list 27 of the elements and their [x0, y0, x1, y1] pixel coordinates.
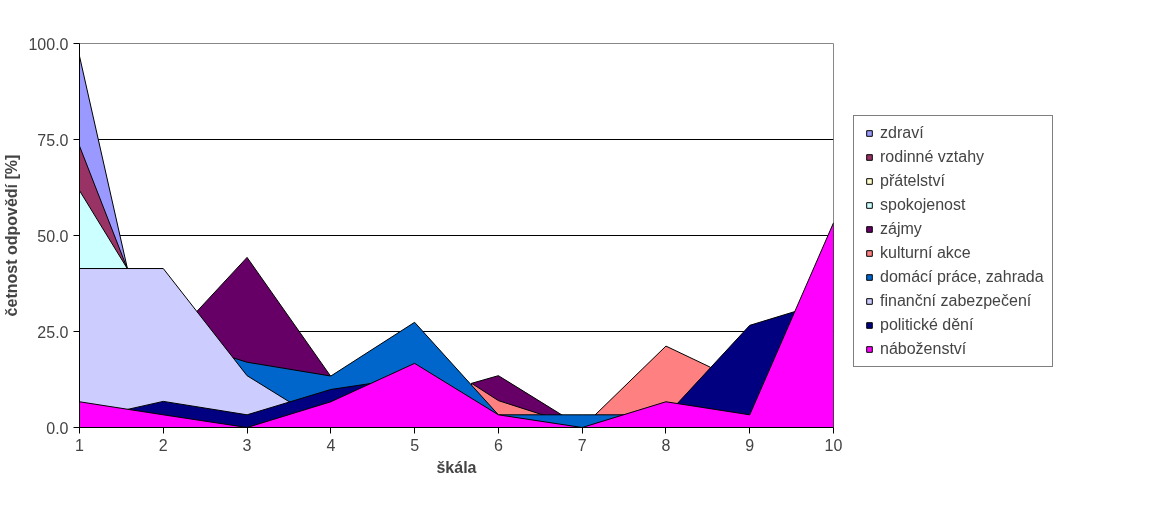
x-tick-label: 6	[493, 436, 503, 454]
x-tick-label: 8	[661, 436, 671, 454]
x-tick-label: 5	[410, 436, 420, 454]
legend-label: finanční zabezpečení	[880, 292, 1032, 310]
legend-label: kulturní akce	[880, 244, 971, 262]
x-tick-label: 10	[824, 436, 843, 454]
legend-label: spokojenost	[880, 196, 966, 214]
y-tick-label: 50.0	[37, 227, 69, 245]
x-tick-label: 4	[326, 436, 336, 454]
legend-label: náboženství	[880, 340, 967, 358]
legend-label: přátelství	[880, 172, 945, 190]
x-tick-label: 1	[75, 436, 85, 454]
legend-label: zájmy	[880, 220, 922, 238]
x-tick-label: 7	[577, 436, 587, 454]
x-tick-label: 3	[242, 436, 252, 454]
legend-label: domácí práce, zahrada	[880, 268, 1044, 286]
legend-label: zdraví	[880, 124, 924, 142]
y-tick-label: 75.0	[37, 131, 69, 149]
y-tick-label: 25.0	[37, 323, 69, 341]
x-tick-label: 2	[158, 436, 168, 454]
y-tick-label: 0.0	[46, 419, 69, 437]
x-axis-title: škála	[436, 458, 477, 476]
legend-label: politické dění	[880, 316, 974, 334]
y-axis-title: četnost odpovědí [%]	[3, 154, 21, 317]
y-tick-label: 100.0	[28, 35, 69, 53]
legend-label: rodinné vztahy	[880, 148, 985, 166]
x-tick-label: 9	[745, 436, 755, 454]
